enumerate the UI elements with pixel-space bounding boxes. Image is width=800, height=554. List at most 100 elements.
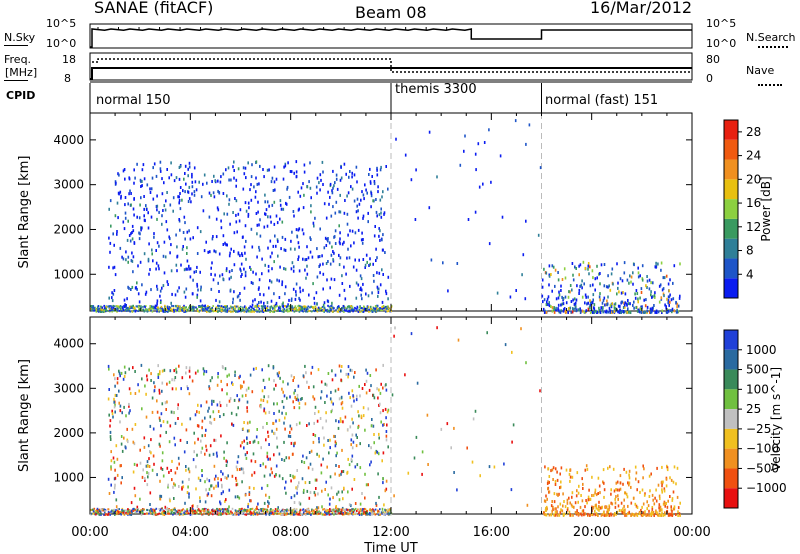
velocity-echo-point bbox=[110, 483, 112, 487]
power-echo-point bbox=[331, 306, 333, 309]
velocity-echo-point bbox=[355, 512, 358, 515]
velocity-echo-point bbox=[387, 408, 390, 412]
power-echo-point bbox=[279, 199, 282, 203]
velocity-echo-point bbox=[221, 513, 224, 516]
velocity-echo-point bbox=[320, 512, 323, 515]
velocity-echo-point bbox=[212, 399, 215, 403]
velocity-echo-point bbox=[309, 490, 312, 494]
power-echo-point bbox=[164, 255, 167, 259]
power-echo-point bbox=[456, 262, 459, 265]
velocity-echo-point bbox=[163, 514, 166, 516]
power-echo-point bbox=[584, 301, 586, 305]
velocity-echo-point bbox=[386, 512, 388, 515]
power-echo-point bbox=[261, 307, 264, 310]
power-echo-point bbox=[627, 310, 630, 314]
power-echo-point bbox=[241, 273, 243, 276]
velocity-echo-point bbox=[606, 510, 608, 514]
power-echo-point bbox=[607, 285, 609, 289]
power-echo-point bbox=[188, 165, 191, 169]
power-echo-point bbox=[277, 239, 279, 243]
power-echo-point bbox=[568, 307, 570, 310]
velocity-echo-point bbox=[302, 490, 305, 494]
velocity-echo-point bbox=[378, 403, 380, 407]
power-echo-point bbox=[132, 270, 134, 274]
velocity-echo-point bbox=[119, 420, 121, 424]
velocity-echo-point bbox=[340, 365, 343, 368]
velocity-echo-point bbox=[180, 513, 182, 516]
power-echo-point bbox=[109, 241, 112, 245]
power-echo-point bbox=[206, 310, 208, 313]
power-echo-point bbox=[359, 274, 362, 278]
velocity-echo-point bbox=[353, 399, 355, 403]
velocity-echo-point bbox=[282, 390, 284, 394]
velocity-echo-point bbox=[342, 420, 344, 424]
power-echo-point bbox=[557, 308, 560, 312]
velocity-echo-point bbox=[252, 512, 254, 515]
velocity-echo-point bbox=[364, 508, 367, 511]
power-echo-point bbox=[143, 207, 145, 211]
power-echo-point bbox=[264, 305, 266, 307]
power-echo-point bbox=[380, 309, 382, 312]
velocity-echo-point bbox=[329, 508, 331, 510]
power-echo-point bbox=[234, 197, 236, 200]
power-echo-point bbox=[353, 309, 355, 312]
power-echo-point bbox=[560, 289, 562, 292]
power-echo-point bbox=[163, 240, 166, 244]
power-echo-point bbox=[483, 141, 486, 144]
velocity-echo-point bbox=[651, 512, 654, 516]
velocity-echo-point bbox=[304, 364, 306, 368]
power-echo-point bbox=[147, 211, 149, 215]
velocity-echo-point bbox=[351, 454, 354, 458]
velocity-echo-point bbox=[168, 508, 170, 510]
velocity-echo-point bbox=[216, 454, 218, 458]
velocity-echo-point bbox=[124, 509, 127, 512]
velocity-echo-point bbox=[316, 419, 319, 423]
velocity-echo-point bbox=[622, 509, 625, 513]
power-echo-point bbox=[240, 275, 242, 278]
power-echo-point bbox=[542, 300, 544, 304]
power-echo-point bbox=[307, 308, 309, 310]
power-echo-point bbox=[294, 305, 297, 308]
power-echo-point bbox=[346, 212, 349, 216]
power-echo-point bbox=[548, 304, 551, 308]
velocity-echo-point bbox=[196, 505, 199, 508]
power-echo-point bbox=[623, 303, 626, 307]
power-echo-point bbox=[271, 251, 273, 255]
velocity-echo-point bbox=[95, 510, 97, 512]
power-echo-point bbox=[347, 247, 349, 251]
power-echo-point bbox=[369, 180, 372, 184]
velocity-echo-point bbox=[231, 381, 233, 385]
power-echo-point bbox=[111, 299, 114, 303]
velocity-echo-point bbox=[382, 423, 384, 427]
velocity-echo-point bbox=[169, 424, 172, 428]
power-echo-point bbox=[271, 203, 274, 207]
power-echo-point bbox=[150, 307, 152, 310]
power-echo-point bbox=[295, 307, 297, 310]
velocity-echo-point bbox=[636, 506, 639, 509]
power-echo-point bbox=[175, 310, 177, 313]
velocity-echo-point bbox=[384, 489, 387, 493]
power-echo-point bbox=[570, 310, 572, 314]
power-echo-point bbox=[130, 203, 132, 207]
velocity-echo-point bbox=[332, 496, 334, 500]
velocity-echo-point bbox=[323, 443, 325, 447]
velocity-echo-point bbox=[366, 371, 369, 375]
velocity-echo-point bbox=[326, 383, 328, 387]
velocity-echo-point bbox=[366, 513, 368, 516]
velocity-echo-point bbox=[224, 512, 227, 515]
power-echo-point bbox=[245, 307, 247, 310]
velocity-echo-point bbox=[128, 387, 131, 391]
power-echo-point bbox=[188, 161, 191, 165]
power-echo-point bbox=[275, 244, 277, 248]
velocity-echo-point bbox=[287, 382, 289, 386]
power-echo-point bbox=[207, 305, 209, 308]
power-colorbar-cell bbox=[724, 159, 738, 180]
velocity-echo-point bbox=[200, 450, 202, 454]
power-echo-point bbox=[200, 195, 203, 199]
power-echo-point bbox=[571, 310, 574, 314]
power-echo-point bbox=[156, 308, 158, 311]
power-echo-point bbox=[159, 169, 162, 173]
power-echo-point bbox=[626, 302, 628, 306]
velocity-echo-point bbox=[194, 510, 196, 512]
power-echo-point bbox=[658, 284, 661, 288]
